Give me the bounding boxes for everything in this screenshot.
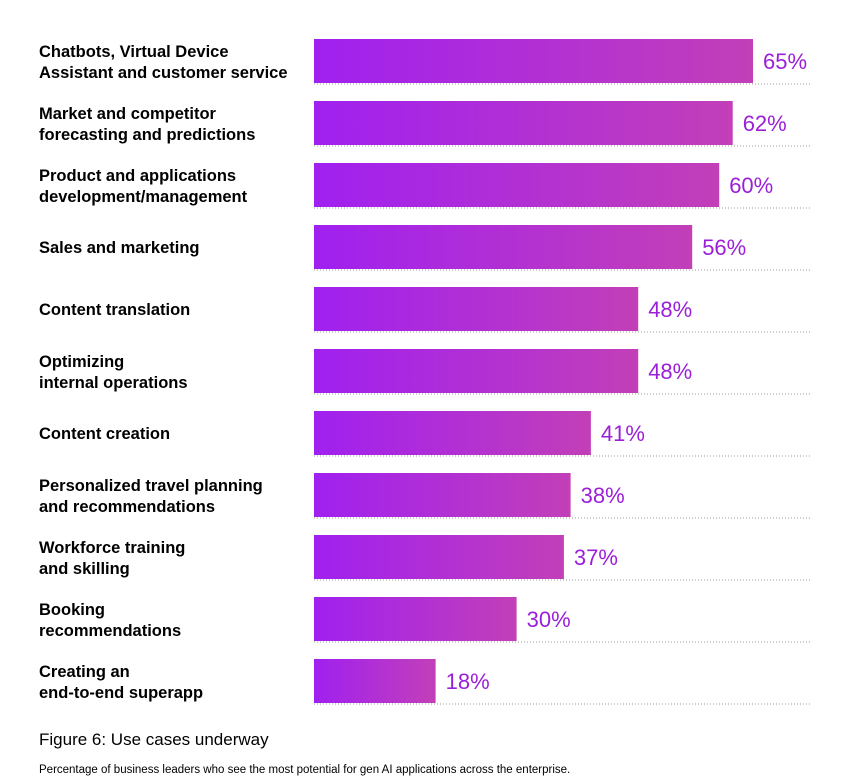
category-label: Market and competitor forecasting and pre… xyxy=(39,105,255,144)
value-label: 48% xyxy=(648,359,692,384)
bar-row: 62% Market and competitor forecasting and … xyxy=(39,101,812,147)
category-label-line: and recommendations xyxy=(39,498,215,516)
category-label-line: and skilling xyxy=(39,560,130,578)
category-label-line: Optimizing xyxy=(39,353,124,371)
value-label: 62% xyxy=(743,111,787,136)
bar-row: 18% Creating an end-to-end superapp xyxy=(39,659,812,705)
category-label-line: forecasting and predictions xyxy=(39,126,255,144)
value-label: 30% xyxy=(527,607,571,632)
bar-row: 41% Content creation xyxy=(39,411,812,457)
category-label-line: internal operations xyxy=(39,374,188,392)
bar-row: 30% Booking recommendations xyxy=(39,597,812,643)
value-label: 38% xyxy=(581,483,625,508)
category-label: Product and applications development/mana… xyxy=(39,167,248,206)
bar xyxy=(314,411,591,455)
category-label: Creating an end-to-end superapp xyxy=(39,663,203,702)
category-label: Personalized travel planning and recommen… xyxy=(39,477,263,516)
bar xyxy=(314,659,436,703)
value-label: 48% xyxy=(648,297,692,322)
category-label-line: Sales and marketing xyxy=(39,239,199,257)
bar xyxy=(314,473,571,517)
category-label: Sales and marketing xyxy=(39,239,199,257)
category-label-line: Market and competitor xyxy=(39,105,217,123)
bar xyxy=(314,101,733,145)
figure-description: Percentage of business leaders who see t… xyxy=(39,764,571,776)
category-label-line: Booking xyxy=(39,601,105,619)
category-label: Chatbots, Virtual Device Assistant and cu… xyxy=(39,43,288,82)
bar xyxy=(314,39,753,83)
bar-row: 60% Product and applications development/m… xyxy=(39,163,812,209)
category-label-line: Content creation xyxy=(39,425,170,443)
bar xyxy=(314,597,517,641)
value-label: 65% xyxy=(763,49,807,74)
bar-row: 65% Chatbots, Virtual Device Assistant and… xyxy=(39,39,812,85)
bar-row: 48% Optimizing internal operations xyxy=(39,349,812,395)
category-label: Workforce training and skilling xyxy=(39,539,185,578)
category-label-line: Workforce training xyxy=(39,539,185,557)
bar xyxy=(314,287,639,331)
chart-rows: 65% Chatbots, Virtual Device Assistant and… xyxy=(39,39,812,705)
value-label: 56% xyxy=(702,235,746,260)
category-label-line: Personalized travel planning xyxy=(39,477,263,495)
bar xyxy=(314,225,693,269)
value-label: 60% xyxy=(729,173,773,198)
bar xyxy=(314,163,720,207)
category-label: Optimizing internal operations xyxy=(39,353,188,392)
bar xyxy=(314,535,564,579)
bar-row: 38% Personalized travel planning and recom… xyxy=(39,473,812,519)
value-label: 41% xyxy=(601,421,645,446)
category-label: Booking recommendations xyxy=(39,601,181,640)
bar xyxy=(314,349,639,393)
bar-row: 48% Content translation xyxy=(39,287,812,333)
category-label: Content creation xyxy=(39,425,170,443)
figure-caption: Figure 6: Use cases underway xyxy=(39,730,269,749)
bar-row: 56% Sales and marketing xyxy=(39,225,812,271)
value-label: 18% xyxy=(446,669,490,694)
category-label-line: Content translation xyxy=(39,301,190,319)
category-label: Content translation xyxy=(39,301,190,319)
category-label-line: recommendations xyxy=(39,622,181,640)
category-label-line: Chatbots, Virtual Device xyxy=(39,43,229,61)
value-label: 37% xyxy=(574,545,618,570)
category-label-line: Product and applications xyxy=(39,167,236,185)
category-label-line: development/management xyxy=(39,188,248,206)
category-label-line: Creating an xyxy=(39,663,130,681)
category-label-line: Assistant and customer service xyxy=(39,64,288,82)
category-label-line: end-to-end superapp xyxy=(39,684,203,702)
bar-row: 37% Workforce training and skilling xyxy=(39,535,812,581)
